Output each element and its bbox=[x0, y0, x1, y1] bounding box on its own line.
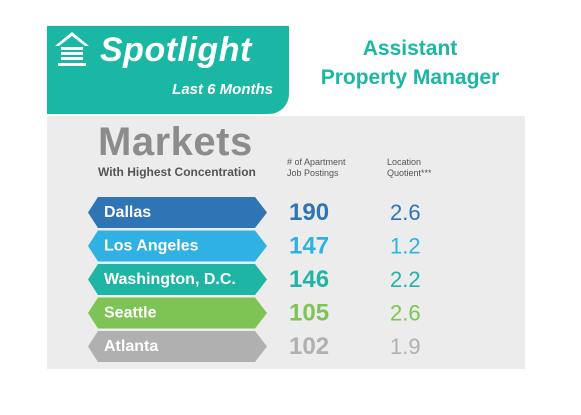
market-arrow bbox=[88, 331, 267, 362]
market-name: Washington, D.C. bbox=[104, 271, 236, 288]
lq-header-line2: Quotient*** bbox=[387, 168, 432, 178]
section-subtitle: With Highest Concentration bbox=[98, 165, 256, 179]
postings-value: 147 bbox=[289, 233, 329, 260]
market-name: Atlanta bbox=[104, 338, 158, 355]
market-name: Los Angeles bbox=[104, 238, 199, 255]
postings-value: 102 bbox=[289, 333, 329, 360]
house-icon bbox=[55, 32, 89, 66]
lq-value: 2.6 bbox=[390, 301, 421, 326]
section-title: Markets bbox=[98, 120, 253, 164]
spotlight-banner: Spotlight Last 6 Months bbox=[47, 26, 289, 114]
postings-value: 190 bbox=[289, 199, 329, 226]
job-title: Assistant Property Manager bbox=[300, 34, 520, 92]
postings-header-line1: # of Apartment bbox=[287, 157, 346, 167]
postings-column-header: # of Apartment Job Postings bbox=[287, 157, 346, 179]
postings-header-line2: Job Postings bbox=[287, 168, 339, 178]
job-title-line1: Assistant bbox=[362, 37, 458, 60]
market-arrow bbox=[88, 197, 267, 228]
market-row: Dallas 190 2.6 bbox=[88, 197, 421, 228]
banner-title: Spotlight bbox=[100, 31, 252, 69]
market-row: Los Angeles 147 1.2 bbox=[88, 230, 421, 262]
lq-value: 2.6 bbox=[390, 200, 421, 225]
lq-value: 1.2 bbox=[390, 234, 421, 259]
lq-value: 1.9 bbox=[390, 334, 421, 359]
market-row: Washington, D.C. 146 2.2 bbox=[88, 264, 421, 295]
market-arrow bbox=[88, 264, 267, 295]
job-title-line2: Property Manager bbox=[320, 66, 500, 89]
market-row: Seattle 105 2.6 bbox=[88, 297, 421, 329]
lq-header-line1: Location bbox=[387, 157, 422, 167]
postings-value: 146 bbox=[289, 266, 329, 293]
postings-value: 105 bbox=[289, 300, 329, 327]
lq-column-header: Location Quotient*** bbox=[387, 157, 432, 179]
lq-value: 2.2 bbox=[390, 267, 421, 292]
market-arrow bbox=[88, 230, 267, 262]
market-arrow bbox=[88, 297, 267, 329]
market-name: Seattle bbox=[104, 305, 157, 322]
market-name: Dallas bbox=[104, 204, 151, 221]
market-row: Atlanta 102 1.9 bbox=[88, 331, 421, 362]
banner-subtitle: Last 6 Months bbox=[172, 81, 273, 98]
